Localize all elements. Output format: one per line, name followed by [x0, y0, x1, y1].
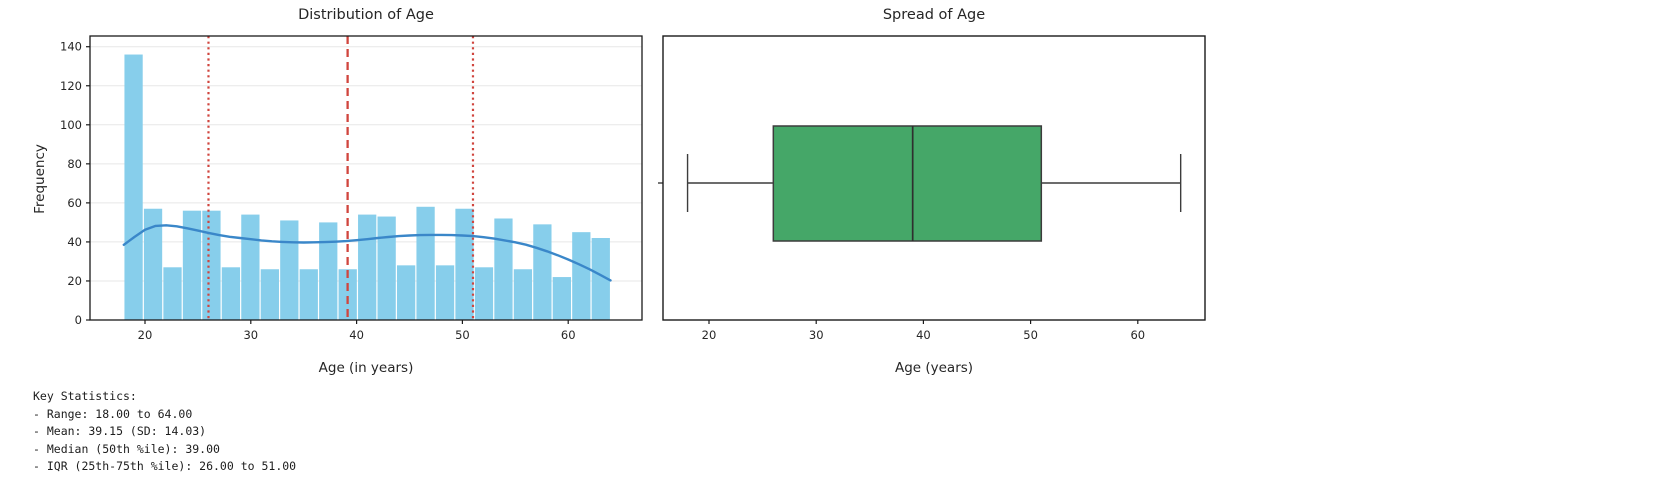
x-tick-label: 40: [916, 328, 931, 342]
y-tick-label: 100: [60, 118, 82, 132]
y-tick-label: 80: [67, 157, 82, 171]
histogram-bar: [182, 210, 202, 320]
histogram-bar: [358, 214, 377, 320]
histogram-bar: [474, 267, 494, 320]
histogram-bar: [455, 208, 474, 320]
iqr-box: [772, 125, 1043, 242]
histogram-bar: [494, 218, 513, 320]
histogram-bar: [319, 222, 338, 320]
axes-frame: [89, 35, 643, 321]
histogram-bar: [143, 208, 163, 320]
histogram-bar: [338, 269, 357, 320]
x-tick-label: 20: [702, 328, 717, 342]
stats-line: - Mean: 39.15 (SD: 14.03): [33, 424, 207, 438]
kde-line: [122, 224, 612, 282]
x-tick-label: 60: [561, 328, 576, 342]
y-tick-label: 120: [60, 79, 82, 93]
histogram-bar: [572, 232, 591, 320]
stats-line: Key Statistics:: [33, 389, 137, 403]
x-tick-label: 30: [243, 328, 258, 342]
boxplot-xlabel: Age (years): [895, 360, 973, 376]
stats-line: - Median (50th %ile): 39.00: [33, 441, 220, 456]
histogram-title: Distribution of Age: [298, 7, 434, 23]
histogram-bar: [513, 269, 533, 320]
histogram-bar: [591, 238, 610, 320]
x-tick-label: 60: [1130, 328, 1145, 342]
histogram-bar: [124, 54, 143, 320]
x-tick-label: 50: [1023, 328, 1038, 342]
key-statistics-text: Key Statistics: - Range: 18.00 to 64.00 - …: [33, 388, 296, 476]
histogram-bar: [416, 206, 435, 320]
axes-frame: [662, 35, 1206, 321]
histogram-ylabel: Frequency: [32, 144, 48, 214]
histogram-bar: [435, 265, 455, 320]
histogram-bar: [396, 265, 416, 320]
boxplot-title: Spread of Age: [883, 7, 985, 23]
histogram-bar: [280, 220, 299, 320]
histogram-xlabel: Age (in years): [319, 360, 414, 376]
x-tick-label: 40: [349, 328, 364, 342]
y-tick-label: 140: [60, 40, 82, 54]
y-tick-label: 20: [67, 274, 82, 288]
y-tick-label: 0: [75, 313, 82, 327]
histogram-bar: [299, 269, 318, 320]
histogram-bar: [163, 267, 182, 320]
histogram-bar: [377, 216, 396, 320]
histogram-bar: [202, 210, 221, 320]
x-tick-label: 20: [138, 328, 153, 342]
histogram-bar: [533, 224, 552, 320]
stats-line: - Range: 18.00 to 64.00: [33, 406, 193, 421]
histogram-bar: [221, 267, 241, 320]
histogram-bar: [552, 277, 571, 320]
histogram-panel: 20 30 40 50 60 0 20 40 60 80 100 120 140: [60, 35, 643, 342]
x-tick-label: 30: [809, 328, 824, 342]
y-tick-label: 40: [67, 235, 82, 249]
y-tick-label: 60: [67, 196, 82, 210]
boxplot-panel: 20 30 40 50 60: [658, 35, 1206, 342]
stats-line: - IQR (25th-75th %ile): 26.00 to 51.00: [33, 459, 297, 473]
histogram-bar: [241, 214, 260, 320]
histogram-bar: [260, 269, 279, 320]
x-tick-label: 50: [455, 328, 470, 342]
